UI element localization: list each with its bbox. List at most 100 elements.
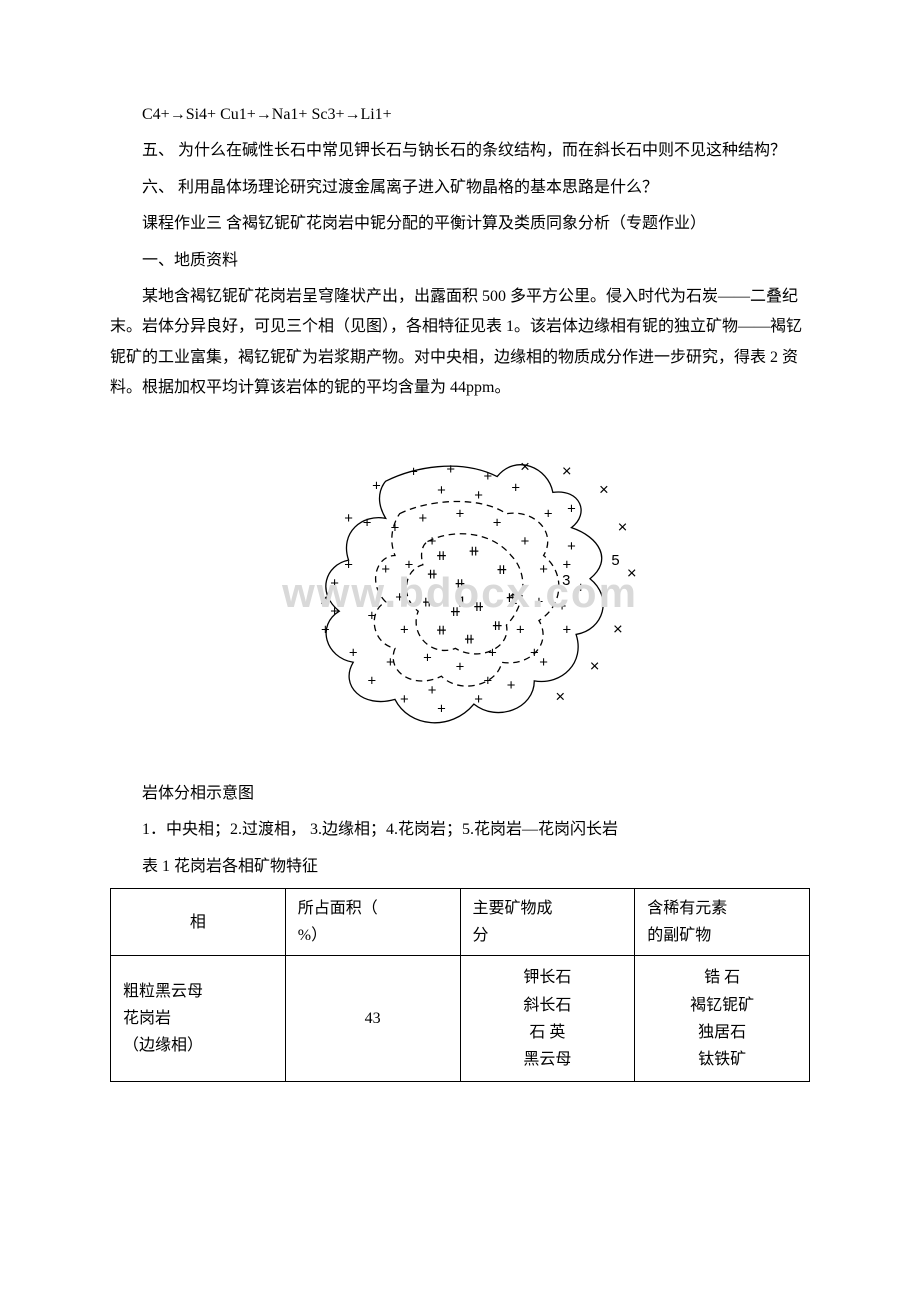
svg-text:+: +	[321, 622, 330, 638]
para-formula: C4+→Si4+ Cu1+→Na1+ Sc3+→Li1+	[110, 100, 810, 130]
th-phase: 相	[111, 889, 286, 956]
svg-text:+: +	[391, 520, 400, 536]
th-accessory: 含稀有元素 的副矿物	[635, 889, 810, 956]
phase-l1: 粗粒黑云母	[123, 983, 203, 1000]
para-section: 一、地质资料	[110, 246, 810, 276]
svg-text:⧺: ⧺	[426, 565, 438, 581]
diagram-caption: 岩体分相示意图	[110, 779, 810, 809]
svg-text:+: +	[567, 538, 576, 554]
th-minerals: 主要矿物成 分	[460, 889, 635, 956]
svg-text:+: +	[456, 506, 465, 522]
diagram-legend: 1．中央相；2.过渡相， 3.边缘相；4.花岗岩；5.花岗岩—花岗闪长岩	[110, 815, 810, 845]
svg-text:+: +	[516, 622, 525, 638]
th-min-l2: 分	[473, 927, 489, 944]
svg-text:+: +	[386, 654, 395, 670]
svg-text:+: +	[474, 487, 483, 503]
svg-text:+: +	[544, 506, 553, 522]
table-row: 粗粒黑云母 花岗岩 （边缘相） 43 钾长石 斜长石 石 英 黑云母 锆 石 褐…	[111, 956, 810, 1082]
para-assignment: 课程作业三 含褐钇铌矿花岗岩中铌分配的平衡计算及类质同象分析（专题作业）	[110, 209, 810, 239]
svg-text:+: +	[507, 678, 516, 694]
svg-text:1: 1	[458, 594, 466, 610]
svg-text:+: +	[488, 645, 497, 661]
min-1: 斜长石	[523, 997, 571, 1014]
svg-text:2: 2	[509, 591, 517, 607]
diagram-container: ++++++++++++++++++++++++++++++++++++++++…	[110, 418, 810, 769]
svg-text:+: +	[539, 654, 548, 670]
svg-text:+: +	[437, 483, 446, 499]
svg-text:+: +	[437, 701, 446, 717]
svg-text:×: ×	[562, 461, 572, 480]
svg-text:×: ×	[613, 619, 623, 638]
svg-text:+: +	[539, 562, 548, 578]
svg-text:+: +	[576, 580, 585, 596]
svg-text:+: +	[493, 515, 502, 531]
table-title: 表 1 花岗岩各相矿物特征	[110, 852, 810, 882]
para-q6: 六、 利用晶体场理论研究过渡金属离子进入矿物晶格的基本思路是什么？	[110, 173, 810, 203]
svg-text:5: 5	[611, 552, 619, 568]
svg-text:⧺: ⧺	[463, 630, 475, 646]
para-geology: 某地含褐钇铌矿花岗岩呈穹隆状产出，出露面积 500 多平方公里。侵入时代为石炭—…	[110, 282, 810, 404]
svg-text:×: ×	[599, 480, 609, 499]
svg-text:×: ×	[627, 563, 637, 582]
rock-facies-diagram: ++++++++++++++++++++++++++++++++++++++++…	[200, 418, 720, 758]
svg-text:+: +	[484, 469, 493, 485]
svg-text:+: +	[428, 682, 437, 698]
th-area: 所占面积（ %）	[285, 889, 460, 956]
svg-text:×: ×	[618, 517, 628, 536]
svg-text:+: +	[521, 534, 530, 550]
acc-2: 独居石	[698, 1024, 746, 1041]
svg-text:+: +	[535, 594, 544, 610]
th-acc-l2: 的副矿物	[647, 927, 711, 944]
svg-text:+: +	[344, 511, 353, 527]
mineral-table: 相 所占面积（ %） 主要矿物成 分 含稀有元素 的副矿物 粗粒黑云母 花岗岩 …	[110, 888, 810, 1082]
min-0: 钾长石	[523, 969, 571, 986]
para-q5: 五、 为什么在碱性长石中常见钾长石与钠长石的条纹结构，而在斜长石中则不见这种结构…	[110, 136, 810, 166]
svg-text:+: +	[349, 645, 358, 661]
svg-text:⧺: ⧺	[473, 598, 485, 614]
th-area-l2: %）	[298, 927, 327, 944]
th-acc-l1: 含稀有元素	[647, 900, 727, 917]
svg-text:+: +	[562, 622, 571, 638]
svg-text:+: +	[511, 480, 520, 496]
cell-phase-name: 粗粒黑云母 花岗岩 （边缘相）	[111, 956, 286, 1082]
svg-text:⧺: ⧺	[491, 616, 503, 632]
svg-text:+: +	[446, 461, 455, 477]
acc-1: 褐钇铌矿	[690, 997, 754, 1014]
svg-text:+: +	[363, 515, 372, 531]
th-area-l1: 所占面积（	[298, 900, 378, 917]
svg-text:+: +	[419, 511, 428, 527]
svg-text:+: +	[367, 673, 376, 689]
svg-text:3: 3	[562, 573, 570, 589]
table-header-row: 相 所占面积（ %） 主要矿物成 分 含稀有元素 的副矿物	[111, 889, 810, 956]
svg-text:4: 4	[321, 594, 329, 610]
svg-text:+: +	[409, 464, 418, 480]
svg-text:⧺: ⧺	[436, 547, 448, 563]
svg-text:⧺: ⧺	[468, 542, 480, 558]
svg-text:+: +	[558, 599, 567, 615]
svg-text:+: +	[423, 650, 432, 666]
svg-text:⧺: ⧺	[496, 561, 508, 577]
cell-minerals: 钾长石 斜长石 石 英 黑云母	[460, 956, 635, 1082]
acc-0: 锆 石	[704, 969, 740, 986]
min-3: 黑云母	[523, 1051, 571, 1068]
svg-text:+: +	[330, 603, 339, 619]
svg-text:+: +	[484, 673, 493, 689]
svg-text:⧺: ⧺	[454, 575, 466, 591]
svg-text:+: +	[372, 478, 381, 494]
svg-text:×: ×	[555, 687, 565, 706]
svg-text:+: +	[562, 557, 571, 573]
svg-text:+: +	[344, 557, 353, 573]
phase-l2: 花岗岩	[123, 1010, 171, 1027]
cell-area: 43	[285, 956, 460, 1082]
svg-text:⧺: ⧺	[436, 621, 448, 637]
th-min-l1: 主要矿物成	[473, 900, 553, 917]
svg-text:+: +	[400, 692, 409, 708]
svg-text:+: +	[400, 622, 409, 638]
svg-text:+: +	[405, 557, 414, 573]
svg-text:+: +	[530, 645, 539, 661]
svg-text:+: +	[474, 692, 483, 708]
svg-text:+: +	[330, 576, 339, 592]
phase-l3: （边缘相）	[123, 1037, 203, 1054]
svg-text:+: +	[567, 501, 576, 517]
svg-text:+: +	[456, 659, 465, 675]
